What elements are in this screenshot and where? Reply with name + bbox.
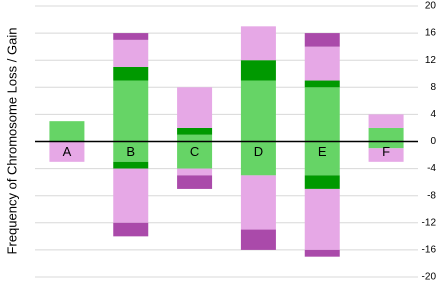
bar-segment bbox=[177, 127, 213, 135]
bar-segment bbox=[113, 66, 149, 81]
y-tick-label: -12 bbox=[422, 217, 437, 228]
bar-segment bbox=[113, 168, 149, 223]
category-label: A bbox=[63, 144, 72, 159]
bar-segment bbox=[240, 80, 276, 142]
bar-segment bbox=[113, 141, 149, 162]
y-tick-label: 12 bbox=[425, 55, 437, 66]
bar-segment bbox=[49, 121, 85, 142]
bar-segment bbox=[304, 87, 340, 142]
bar-segment bbox=[113, 33, 149, 40]
bar-segment bbox=[304, 33, 340, 47]
y-tick-label: -8 bbox=[427, 190, 436, 201]
bar-segment bbox=[177, 141, 213, 169]
category-label: C bbox=[190, 144, 199, 159]
bar-segment bbox=[177, 175, 213, 189]
y-tick-label: -16 bbox=[422, 245, 437, 256]
y-tick-label: 20 bbox=[425, 1, 437, 12]
bar-segment bbox=[368, 127, 404, 142]
y-tick-label: 0 bbox=[430, 136, 436, 147]
bar-segment bbox=[113, 161, 149, 169]
y-axis-label: Frequency of Chromosome Loss / Gain bbox=[4, 28, 19, 255]
bar-segment bbox=[177, 87, 213, 128]
bar-segment bbox=[304, 175, 340, 189]
bar-segment bbox=[240, 60, 276, 81]
bar-segment bbox=[304, 80, 340, 88]
bar-segment bbox=[240, 175, 276, 230]
bar-segment bbox=[304, 141, 340, 176]
bar-segment bbox=[368, 114, 404, 128]
y-tick-label: 16 bbox=[425, 28, 437, 39]
bar-segment bbox=[113, 222, 149, 237]
y-tick-label: -4 bbox=[427, 163, 436, 174]
bar-segment bbox=[304, 46, 340, 81]
bar-segment bbox=[240, 229, 276, 250]
bar-segment bbox=[368, 141, 404, 149]
y-tick-label: 4 bbox=[430, 109, 436, 120]
bar-segment bbox=[304, 249, 340, 257]
y-tick-label: 8 bbox=[430, 82, 436, 93]
bar-segment bbox=[177, 168, 213, 176]
y-tick-label: -20 bbox=[422, 272, 437, 283]
category-label: F bbox=[382, 144, 390, 159]
bar-segment bbox=[240, 26, 276, 61]
bar-segment bbox=[49, 141, 85, 162]
category-label: B bbox=[126, 144, 135, 159]
category-label: E bbox=[318, 144, 327, 159]
category-label: D bbox=[254, 144, 263, 159]
bar-segment bbox=[113, 39, 149, 67]
bar-segment bbox=[304, 188, 340, 250]
bar-segment bbox=[240, 141, 276, 176]
bar-segment bbox=[113, 80, 149, 142]
bar-segment bbox=[177, 134, 213, 142]
bar-segment bbox=[368, 148, 404, 162]
